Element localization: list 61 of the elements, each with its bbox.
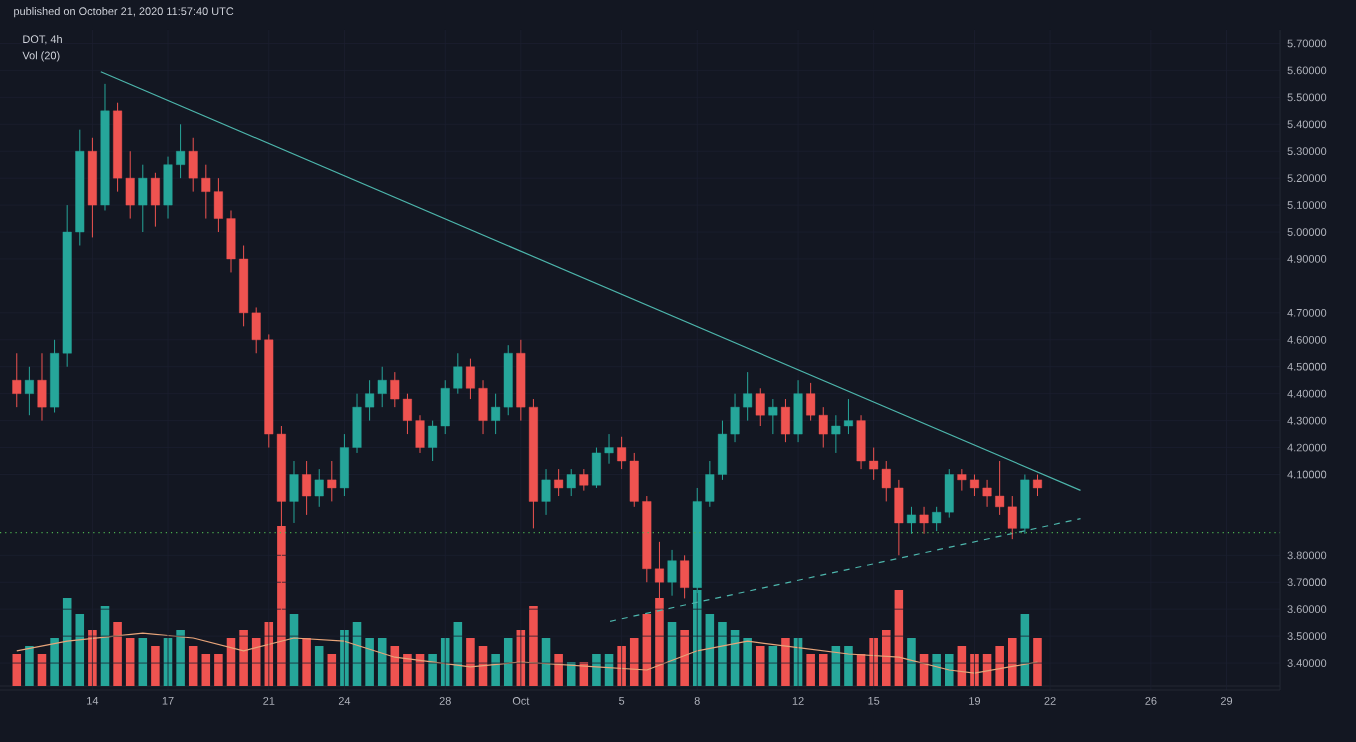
bar — [1033, 638, 1042, 686]
bar — [25, 646, 34, 686]
bar — [377, 638, 387, 686]
candlestick — [768, 398, 778, 435]
bar — [781, 638, 790, 686]
candlestick — [138, 164, 148, 233]
bar — [365, 638, 374, 686]
candlestick — [24, 366, 34, 416]
candlestick — [541, 468, 551, 516]
candlestick — [906, 506, 916, 535]
bar — [995, 646, 1004, 686]
bar — [50, 638, 59, 686]
bar — [251, 638, 261, 686]
bar — [592, 654, 601, 686]
bar — [113, 622, 122, 686]
bar — [75, 614, 85, 686]
bar — [491, 654, 500, 686]
candlestick — [919, 506, 929, 535]
bar — [428, 654, 437, 686]
bar — [403, 654, 412, 686]
candlestick — [680, 554, 690, 599]
candlestick — [289, 460, 299, 524]
bar — [214, 654, 223, 686]
candlestick — [554, 468, 564, 497]
bar — [755, 646, 765, 686]
bar — [1007, 638, 1017, 686]
bar — [806, 654, 815, 686]
bar — [844, 646, 853, 686]
candlestick — [327, 460, 337, 502]
bar — [743, 638, 752, 686]
bar — [718, 622, 727, 686]
bar — [944, 654, 954, 686]
bar — [881, 630, 891, 686]
bar — [629, 638, 639, 686]
candlestick — [314, 468, 324, 508]
bar — [151, 646, 160, 686]
candlestick — [667, 549, 677, 597]
bar — [239, 630, 248, 686]
bar — [541, 638, 551, 686]
bar — [566, 662, 576, 686]
bar — [466, 638, 475, 686]
candlestick — [302, 460, 312, 516]
candlestick — [37, 352, 47, 422]
bar — [932, 654, 941, 686]
bar — [554, 654, 563, 686]
candlestick — [755, 387, 765, 427]
candlestick — [12, 352, 22, 408]
bar — [176, 630, 185, 686]
bar — [680, 630, 689, 686]
bar — [907, 638, 916, 686]
candlestick — [780, 398, 790, 443]
candlestick — [150, 172, 160, 228]
bar — [818, 654, 828, 686]
candlestick — [566, 468, 576, 497]
bar — [529, 606, 538, 686]
bar — [503, 638, 513, 686]
candlestick — [793, 379, 803, 443]
candlestick — [579, 468, 589, 492]
bar — [125, 638, 135, 686]
candlestick — [1032, 473, 1042, 497]
bar — [302, 638, 311, 686]
